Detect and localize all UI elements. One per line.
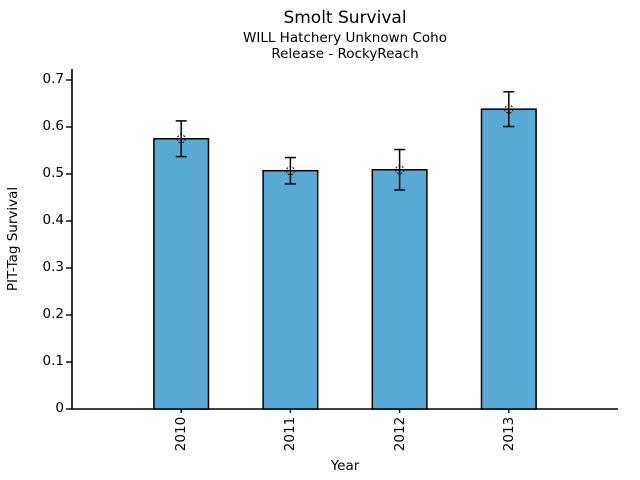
mean-marker-icon — [285, 166, 295, 176]
y-tick-label: 0.4 — [42, 212, 64, 228]
x-tick-label: 2010 — [173, 416, 190, 452]
y-tick-label: 0.2 — [42, 306, 64, 322]
mean-marker-icon — [504, 104, 514, 114]
chart-subtitle-line1: WILL Hatchery Unknown Coho — [243, 30, 447, 46]
bar-2010 — [153, 138, 210, 410]
chart-subtitle-line2: Release - RockyReach — [271, 46, 419, 62]
x-tick-label: 2011 — [282, 416, 299, 452]
mean-marker-icon — [395, 165, 405, 175]
x-tick-label: 2012 — [391, 416, 408, 452]
y-tick-label: 0.1 — [42, 353, 64, 369]
chart-title: Smolt Survival — [283, 8, 407, 28]
bar-2013 — [480, 108, 537, 410]
bar-2011 — [262, 169, 319, 410]
x-tick-label: 2013 — [500, 416, 517, 452]
y-tick-label: 0 — [55, 400, 64, 416]
y-tick-label: 0.7 — [42, 71, 64, 87]
bar-2012 — [371, 169, 428, 410]
mean-marker-icon — [176, 134, 186, 144]
y-tick-label: 0.6 — [42, 118, 64, 134]
x-axis-label: Year — [330, 458, 360, 474]
y-tick-label: 0.3 — [42, 259, 64, 275]
y-tick-label: 0.5 — [42, 165, 64, 181]
